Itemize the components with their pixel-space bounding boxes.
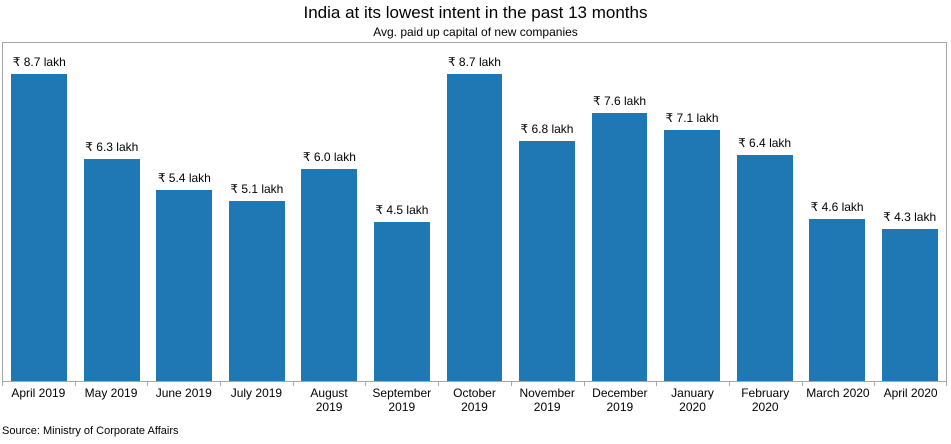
bar-column: ₹ 7.6 lakh xyxy=(583,43,656,381)
bar xyxy=(374,222,430,381)
bar-column: ₹ 4.5 lakh xyxy=(366,43,439,381)
x-axis-label: April 2020 xyxy=(883,386,938,400)
bar-column: ₹ 4.3 lakh xyxy=(873,43,946,381)
bar xyxy=(664,130,720,381)
bar-value-label: ₹ 5.1 lakh xyxy=(230,181,284,196)
bar-column: ₹ 6.4 lakh xyxy=(728,43,801,381)
bar-column: ₹ 8.7 lakh xyxy=(438,43,511,381)
x-axis-label: January 2020 xyxy=(671,386,714,414)
axis-tick xyxy=(874,381,876,386)
plot-area: ₹ 8.7 lakh ₹ 6.3 lakh ₹ 5.4 lakh ₹ 5.1 lakh… xyxy=(2,42,947,382)
bar xyxy=(591,112,648,381)
x-axis-label: December 2019 xyxy=(592,386,648,414)
bar xyxy=(446,73,503,381)
chart-title: India at its lowest intent in the past 1… xyxy=(303,3,648,22)
x-axis-label: May 2019 xyxy=(84,386,138,400)
bar-value-label: ₹ 6.4 lakh xyxy=(738,135,792,150)
axis-tick xyxy=(728,381,730,386)
bar-column: ₹ 6.8 lakh xyxy=(511,43,584,381)
bar-value-label: ₹ 6.3 lakh xyxy=(85,139,139,154)
x-axis-label: July 2019 xyxy=(230,386,283,400)
bar-value-label: ₹ 6.0 lakh xyxy=(302,150,356,165)
axis-tick xyxy=(438,381,440,386)
bar-column: ₹ 6.0 lakh xyxy=(293,43,366,381)
bar xyxy=(519,140,575,381)
axis-tick xyxy=(656,381,658,386)
x-axis-label: October 2019 xyxy=(453,386,496,414)
axis-tick xyxy=(946,381,947,386)
bar xyxy=(881,229,938,381)
bar-column: ₹ 8.7 lakh xyxy=(3,43,76,381)
bar-column: ₹ 6.3 lakh xyxy=(76,43,149,381)
axis-tick xyxy=(2,381,3,386)
bar xyxy=(11,73,68,381)
bar-value-label: ₹ 4.3 lakh xyxy=(883,210,937,225)
axis-tick xyxy=(365,381,367,386)
x-axis-label: June 2019 xyxy=(155,386,212,400)
x-axis-label: March 2020 xyxy=(806,386,870,400)
x-axis-label: November 2019 xyxy=(519,386,575,414)
bar-value-label: ₹ 6.8 lakh xyxy=(520,121,574,136)
axis-tick xyxy=(74,381,76,386)
chart-subtitle: Avg. paid up capital of new companies xyxy=(373,25,578,39)
bar-value-label: ₹ 8.7 lakh xyxy=(12,54,66,69)
bar-column: ₹ 4.6 lakh xyxy=(801,43,874,381)
x-axis-label: April 2019 xyxy=(11,386,66,400)
x-axis-label: February 2020 xyxy=(741,386,790,414)
x-axis-labels: April 2019 May 2019 June 2019 July 2019 Augu… xyxy=(2,386,947,414)
x-axis-label: September 2019 xyxy=(372,386,432,414)
bar xyxy=(809,218,866,381)
axis-tick xyxy=(220,381,222,386)
axis-tick xyxy=(147,381,149,386)
bar-value-label: ₹ 8.7 lakh xyxy=(447,54,501,69)
bar-value-label: ₹ 7.6 lakh xyxy=(593,93,647,108)
axis-tick xyxy=(510,381,512,386)
bar-value-label: ₹ 4.5 lakh xyxy=(375,203,429,218)
x-axis-label: August 2019 xyxy=(310,386,348,414)
axis-tick xyxy=(583,381,585,386)
x-axis-ticks xyxy=(2,381,947,386)
bar xyxy=(736,154,793,381)
bar-column: ₹ 7.1 lakh xyxy=(656,43,729,381)
bar-value-label: ₹ 4.6 lakh xyxy=(810,199,864,214)
bar-column: ₹ 5.1 lakh xyxy=(221,43,294,381)
bar-column: ₹ 5.4 lakh xyxy=(148,43,221,381)
bar xyxy=(156,190,213,381)
bar-value-label: ₹ 7.1 lakh xyxy=(665,111,719,126)
bar xyxy=(228,200,285,381)
axis-tick xyxy=(801,381,803,386)
bar-value-label: ₹ 5.4 lakh xyxy=(157,171,211,186)
axis-tick xyxy=(292,381,294,386)
bar xyxy=(83,158,140,381)
source-note: Source: Ministry of Corporate Affairs xyxy=(2,425,179,437)
bar xyxy=(301,169,358,381)
